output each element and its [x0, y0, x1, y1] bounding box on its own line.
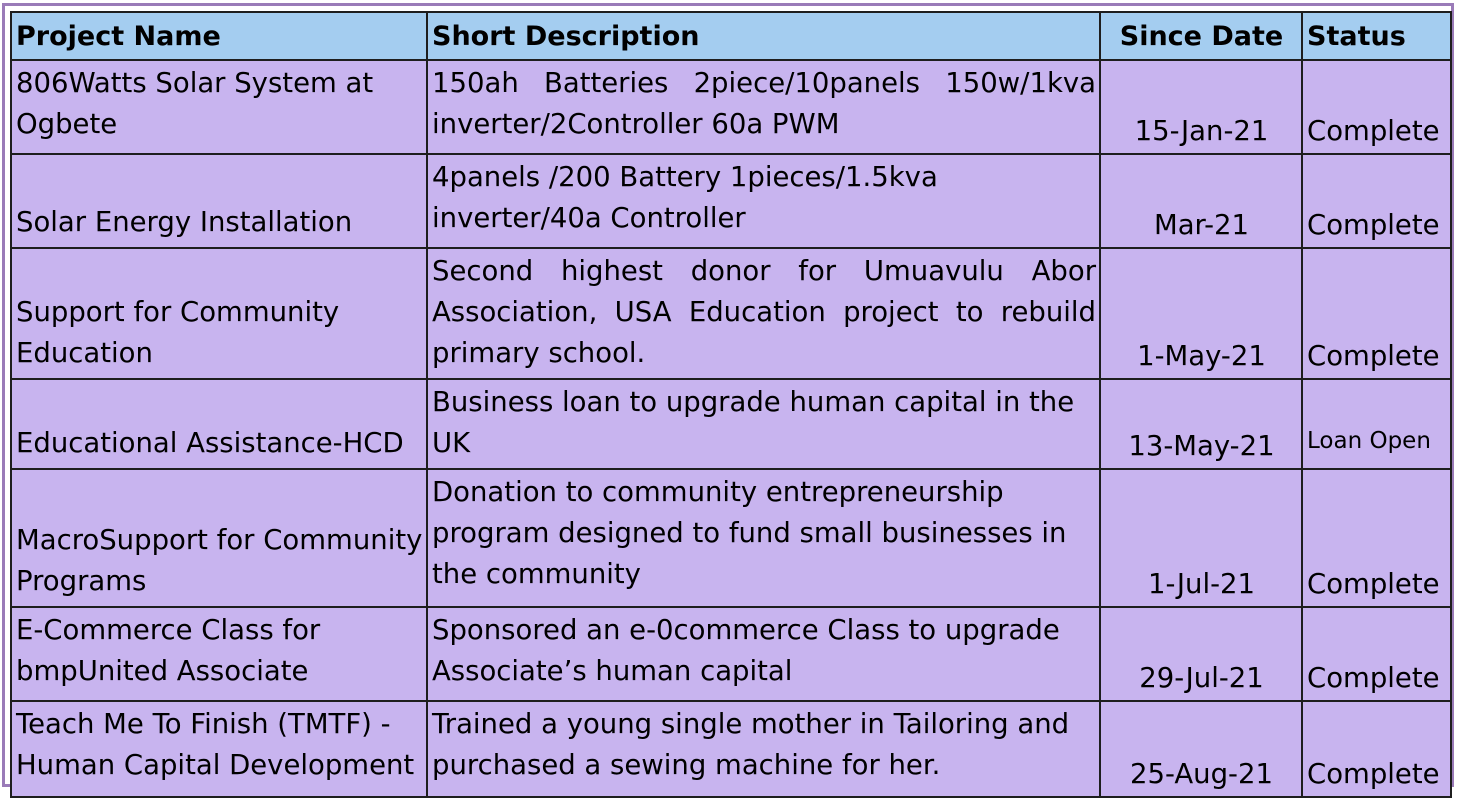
since-date-text: Mar-21: [1153, 209, 1250, 241]
header-status: Status: [1301, 11, 1452, 61]
header-project-name: Project Name: [10, 11, 428, 61]
header-short-description: Short Description: [426, 11, 1101, 61]
since-date-text: 29-Jul-21: [1139, 662, 1264, 694]
since-date-cell: 1-Jul-21: [1099, 468, 1303, 608]
since-date-text: 1-Jul-21: [1147, 568, 1256, 600]
table-row: MacroSupport for Community Programs Dona…: [10, 468, 1452, 608]
table-row: E-Commerce Class for bmpUnited Associate…: [10, 606, 1452, 702]
project-name-cell: E-Commerce Class for bmpUnited Associate: [10, 606, 428, 702]
project-name-cell: 806Watts Solar System at Ogbete: [10, 59, 428, 155]
status-text: Complete: [1307, 209, 1440, 241]
project-name-cell: MacroSupport for Community Programs: [10, 468, 428, 608]
header-since-date: Since Date: [1099, 11, 1303, 61]
status-cell: Complete: [1301, 606, 1452, 702]
description-cell: Sponsored an e-0commerce Class to upgrad…: [426, 606, 1101, 702]
description-cell: 4panels /200 Battery 1pieces/1.5kva inve…: [426, 153, 1101, 249]
status-text: Complete: [1307, 758, 1440, 790]
description-cell: Business loan to upgrade human capital i…: [426, 378, 1101, 470]
project-name-cell: Support for Community Education: [10, 247, 428, 380]
since-date-cell: Mar-21: [1099, 153, 1303, 249]
project-name-cell: Educational Assistance-HCD: [10, 378, 428, 470]
since-date-cell: 29-Jul-21: [1099, 606, 1303, 702]
table-row: Teach Me To Finish (TMTF) - Human Capita…: [10, 700, 1452, 798]
since-date-cell: 15-Jan-21: [1099, 59, 1303, 155]
description-cell: 150ah Batteries 2piece/10panels 150w/1kv…: [426, 59, 1101, 155]
table-row: 806Watts Solar System at Ogbete 150ah Ba…: [10, 59, 1452, 155]
since-date-text: 13-May-21: [1128, 430, 1275, 462]
status-text: Complete: [1307, 662, 1440, 694]
since-date-text: 1-May-21: [1137, 340, 1266, 372]
projects-table-frame: Project Name Short Description Since Dat…: [2, 3, 1454, 798]
status-cell: Complete: [1301, 700, 1452, 798]
table-row: Support for Community Education Second h…: [10, 247, 1452, 380]
projects-table: Project Name Short Description Since Dat…: [10, 11, 1452, 798]
project-name-cell: Solar Energy Installation: [10, 153, 428, 249]
description-cell: Trained a young single mother in Tailori…: [426, 700, 1101, 798]
status-cell: Complete: [1301, 153, 1452, 249]
since-date-text: 15-Jan-21: [1134, 115, 1269, 147]
status-cell: Complete: [1301, 247, 1452, 380]
project-name-cell: Teach Me To Finish (TMTF) - Human Capita…: [10, 700, 428, 798]
description-cell: Donation to community entrepreneurship p…: [426, 468, 1101, 608]
description-cell: Second highest donor for Umuavulu Abor A…: [426, 247, 1101, 380]
status-text: Complete: [1307, 340, 1440, 372]
status-text: Complete: [1307, 568, 1440, 600]
since-date-cell: 1-May-21: [1099, 247, 1303, 380]
since-date-cell: 13-May-21: [1099, 378, 1303, 470]
status-cell: Complete: [1301, 468, 1452, 608]
table-row: Solar Energy Installation 4panels /200 B…: [10, 153, 1452, 249]
status-cell: Complete: [1301, 59, 1452, 155]
since-date-text: 25-Aug-21: [1130, 758, 1273, 790]
status-cell: Loan Open: [1301, 378, 1452, 470]
status-text: Complete: [1307, 115, 1440, 147]
since-date-cell: 25-Aug-21: [1099, 700, 1303, 798]
table-row: Educational Assistance-HCD Business loan…: [10, 378, 1452, 470]
table-header-row: Project Name Short Description Since Dat…: [10, 11, 1452, 61]
